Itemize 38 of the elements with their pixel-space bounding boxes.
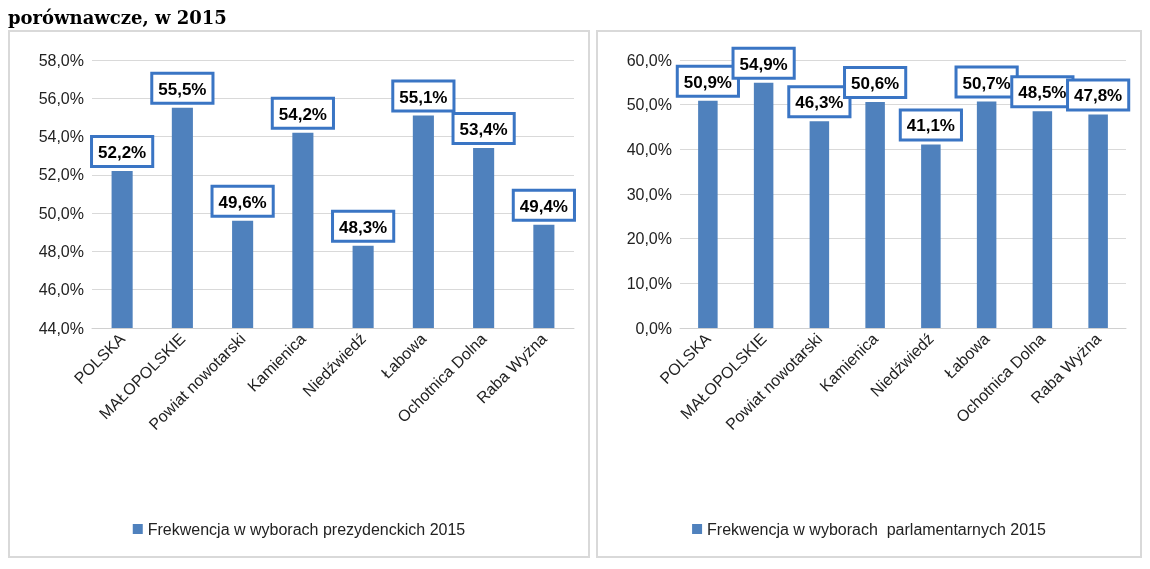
y-tick-label: 56,0%: [38, 89, 84, 107]
text: 55,1%: [399, 87, 448, 107]
text: 50,7%: [962, 73, 1011, 93]
y-tick-label: 30,0%: [626, 185, 672, 203]
text: 47,8%: [1074, 86, 1123, 106]
bar: [698, 100, 718, 328]
y-tick-label: 44,0%: [38, 319, 84, 337]
legend-label: Frekwencja w wyborach prezydenckich 2015: [147, 520, 466, 538]
text: 49,4%: [519, 196, 568, 216]
text: 50,6%: [851, 73, 900, 93]
text: 48,3%: [339, 217, 388, 237]
y-tick-label: 50,0%: [38, 204, 84, 222]
legend-label: Frekwencja w wyborach parlamentarnych 2015: [707, 520, 1047, 538]
text: 54,9%: [739, 54, 788, 74]
bar: [1088, 114, 1108, 328]
y-tick-label: 50,0%: [626, 96, 672, 114]
y-tick-label: 48,0%: [38, 242, 84, 260]
y-tick-label: 60,0%: [626, 51, 672, 69]
text: 52,2%: [98, 143, 147, 163]
y-tick-label: 58,0%: [38, 51, 84, 69]
chart-title: porównawcze, w 2015: [8, 7, 228, 30]
text: 50,9%: [683, 72, 732, 92]
text: 48,5%: [1018, 83, 1067, 103]
y-tick-label: 40,0%: [626, 140, 672, 158]
text: 55,5%: [158, 79, 207, 99]
text: 49,6%: [218, 192, 267, 212]
y-tick-label: 0,0%: [635, 319, 672, 337]
y-tick-label: 10,0%: [626, 274, 672, 292]
bar: [865, 101, 885, 328]
text: 46,3%: [795, 93, 844, 113]
text: 54,2%: [278, 104, 327, 124]
y-tick-label: 46,0%: [38, 281, 84, 299]
bar: [921, 144, 941, 328]
text: 41,1%: [906, 116, 955, 136]
y-tick-label: 20,0%: [626, 230, 672, 248]
text: 53,4%: [459, 120, 508, 140]
y-tick-label: 52,0%: [38, 166, 84, 184]
y-tick-label: 54,0%: [38, 128, 84, 146]
